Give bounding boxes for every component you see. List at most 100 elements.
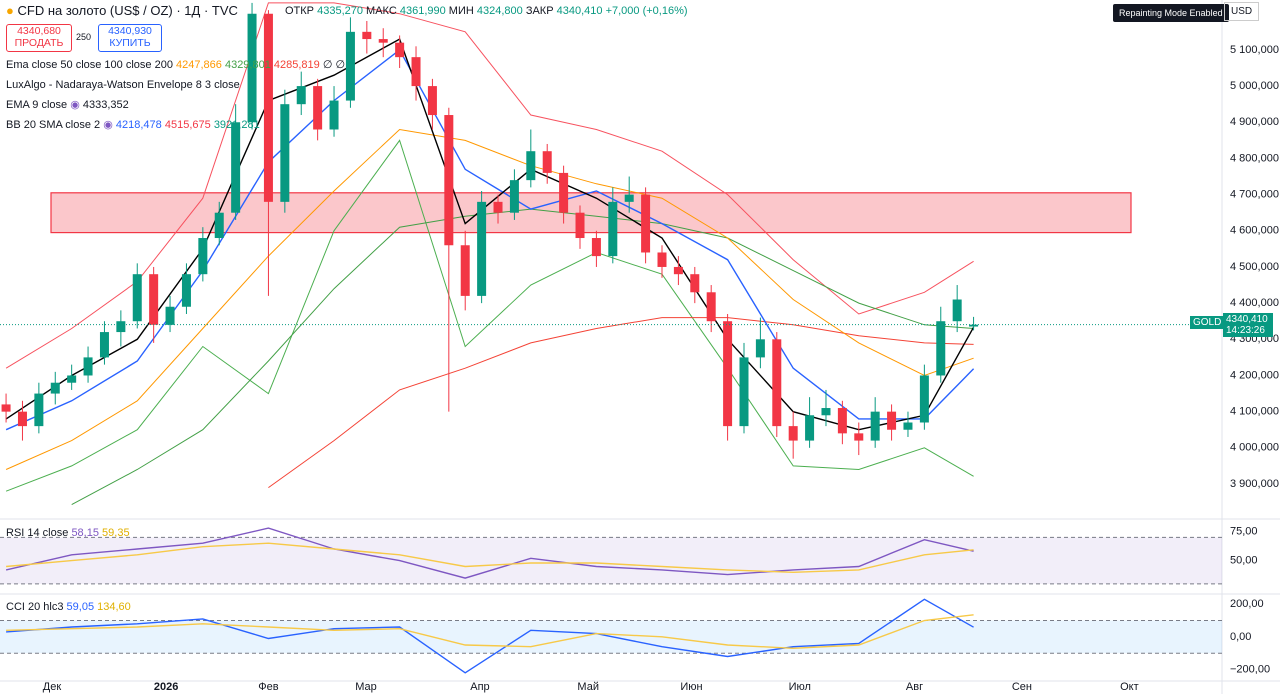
legend-value: ∅ <box>335 59 346 71</box>
candle-body <box>542 151 552 173</box>
legend-value: 58,15 <box>71 527 99 539</box>
y-tick-label: 4 800,000 <box>1230 152 1279 164</box>
candle-body <box>83 357 93 376</box>
y-tick-label: 4 400,000 <box>1230 297 1279 309</box>
y-tick-label: 50,00 <box>1230 555 1258 567</box>
y-tick-label: 4 900,000 <box>1230 116 1279 128</box>
candle-body <box>378 39 388 43</box>
price: 4340,930 <box>108 25 152 37</box>
candle-body <box>805 415 815 441</box>
tag-symbol: GOLD <box>1190 315 1225 329</box>
candle-body <box>821 408 831 416</box>
candle-body <box>214 212 224 239</box>
x-tick-label: Фев <box>258 681 278 693</box>
candle-body <box>493 201 503 213</box>
candle-body <box>936 321 946 376</box>
legend-value: 4285,819 <box>273 59 320 71</box>
candle-body <box>559 172 569 213</box>
y-tick-label: 4 000,000 <box>1230 442 1279 454</box>
legend-value: 4515,675 <box>164 119 211 131</box>
legend-value: 134,60 <box>97 601 131 613</box>
candle-body <box>50 382 60 394</box>
candle-body <box>329 100 339 130</box>
zone <box>50 192 1132 234</box>
value: 4340,410 <box>556 5 603 17</box>
candle-body <box>1 404 11 412</box>
candle-body <box>198 238 208 275</box>
candle-body <box>444 115 454 246</box>
label: ЗАКР <box>525 5 554 17</box>
x-tick-label: Май <box>577 681 599 693</box>
y-tick-label: 0,00 <box>1230 631 1251 643</box>
candle-body <box>247 13 257 123</box>
cci-legend: CCI 20 hlc3 59,05 134,60 <box>6 601 131 613</box>
candle-body <box>526 151 536 181</box>
buy-button[interactable]: 4340,930 КУПИТЬ <box>98 24 162 52</box>
value: 4324,800 <box>476 5 523 17</box>
candle-body <box>460 245 470 296</box>
legend-value: 3921,281 <box>213 119 260 131</box>
legend-name: EMA 9 close <box>6 99 68 111</box>
value: 4361,990 <box>399 5 446 17</box>
candle-body <box>313 86 323 130</box>
y-tick-label: 5 000,000 <box>1230 80 1279 92</box>
legend: BB 20 SMA close 2 ◉ 4218,478 4515,675 39… <box>6 119 260 131</box>
band-fill <box>0 537 1222 584</box>
candle-body <box>723 321 733 427</box>
label: МАКС <box>366 5 397 17</box>
tag-price: 4340,410 <box>1226 313 1268 325</box>
sell-button[interactable]: 4340,680 ПРОДАТЬ <box>6 24 72 52</box>
y-tick-label: 4 500,000 <box>1230 261 1279 273</box>
indicator-line <box>5 139 974 492</box>
symbol: ● CFD на золото (US$ / OZ) · 1Д · TVC <box>6 3 238 18</box>
x-tick-label: Мар <box>355 681 377 693</box>
candle-body <box>755 339 765 358</box>
candle-body <box>854 433 864 441</box>
ohlc: ОТКР 4335,270 МАКС 4361,990 МИН 4324,800… <box>285 5 688 17</box>
candle-body <box>477 201 487 296</box>
candle-body <box>837 408 847 434</box>
indicator-line <box>5 128 974 470</box>
price: 4340,680 <box>17 25 61 37</box>
legend-value: 4329,801 <box>224 59 271 71</box>
y-tick-label: −200,00 <box>1230 663 1270 675</box>
candle-body <box>591 238 601 257</box>
candle-body <box>870 411 880 441</box>
candle-body <box>165 306 175 325</box>
tag-countdown: 14:23:26 <box>1226 324 1265 336</box>
candle-body <box>657 252 667 267</box>
legend-value: ∅ <box>322 59 333 71</box>
indicator-line <box>5 48 975 431</box>
candle-body <box>690 274 700 293</box>
candle-body <box>788 426 798 441</box>
candle-body <box>149 274 159 325</box>
candle-body <box>919 375 929 423</box>
y-tick-label: 4 700,000 <box>1230 189 1279 201</box>
x-tick-label: Июл <box>789 681 811 693</box>
legend-value: 4218,478 <box>115 119 162 131</box>
legend: EMA 9 close ◉ 4333,352 <box>6 99 129 111</box>
candle-body <box>411 57 421 87</box>
currency[interactable]: USD <box>1224 2 1260 21</box>
candle-body <box>34 393 44 427</box>
badge: Repainting Mode Enabled <box>1113 4 1229 22</box>
candle-body <box>673 266 683 275</box>
legend: Ema close 50 close 100 close 200 4247,86… <box>6 58 345 71</box>
x-tick-label: Апр <box>470 681 489 693</box>
legend-name: CCI 20 hlc3 <box>6 601 64 613</box>
y-tick-label: 200,00 <box>1230 598 1264 610</box>
legend-value: 59,05 <box>66 601 95 613</box>
candle-body <box>887 411 897 430</box>
x-tick-label: Авг <box>906 681 923 693</box>
x-tick-label: Окт <box>1120 681 1139 693</box>
legend-name: RSI 14 close <box>6 527 69 539</box>
indicator-line <box>6 614 974 650</box>
y-tick-label: 4 200,000 <box>1230 369 1279 381</box>
indicator-line <box>5 38 975 431</box>
value: 4335,270 <box>317 5 363 17</box>
change: +7,000 (+0,16%) <box>605 5 688 17</box>
candle-body <box>17 411 27 427</box>
candle-body <box>575 212 585 239</box>
label: КУПИТЬ <box>109 37 151 49</box>
